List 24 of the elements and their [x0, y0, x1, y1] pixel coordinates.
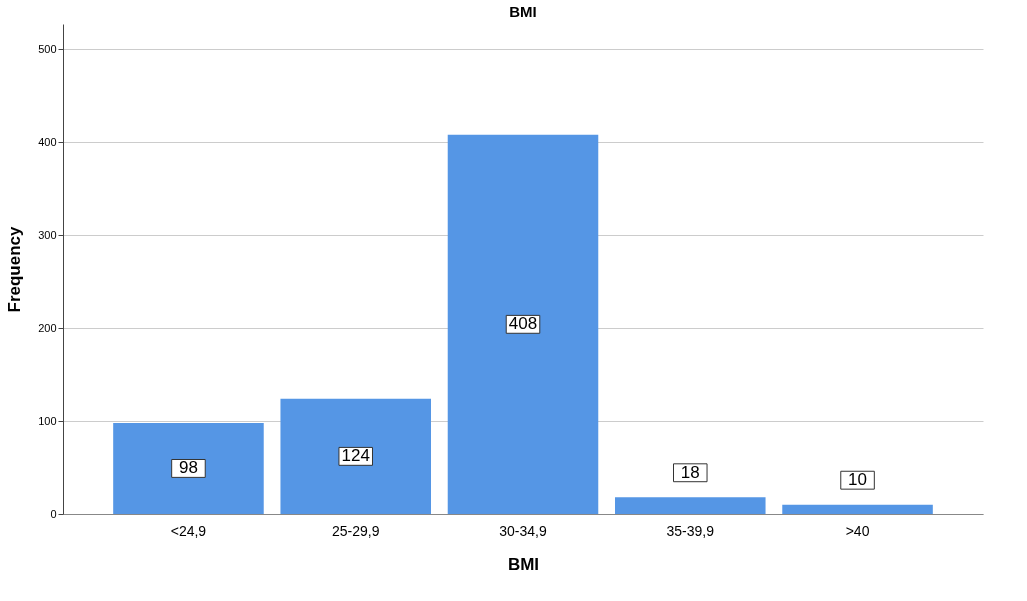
y-tick-label: 100: [38, 414, 57, 427]
x-tick-label: >40: [845, 522, 870, 539]
bar: [113, 422, 264, 514]
bar: [782, 504, 933, 514]
bar: [280, 398, 431, 514]
y-tick-label: 300: [38, 228, 57, 241]
chart-title: BMI: [509, 3, 537, 20]
data-label: 10: [848, 470, 868, 490]
y-tick-label: 0: [50, 507, 57, 520]
y-tick-label: 400: [38, 135, 57, 148]
y-axis-title: Frequency: [5, 225, 25, 313]
data-label: 18: [680, 462, 700, 482]
y-tick-label: 500: [38, 42, 57, 55]
x-tick-label: 25-29,9: [331, 522, 380, 539]
y-tick-label: 200: [38, 321, 57, 334]
x-axis-title: BMI: [507, 554, 540, 574]
data-label: 98: [178, 458, 198, 478]
x-tick-label: 30-34,9: [499, 522, 547, 539]
data-label: 408: [508, 314, 538, 334]
bar: [615, 497, 766, 514]
x-tick-label: <24,9: [170, 522, 207, 539]
bar: [447, 134, 599, 514]
data-label: 124: [341, 446, 370, 466]
x-tick-label: 35-39,9: [666, 522, 715, 539]
